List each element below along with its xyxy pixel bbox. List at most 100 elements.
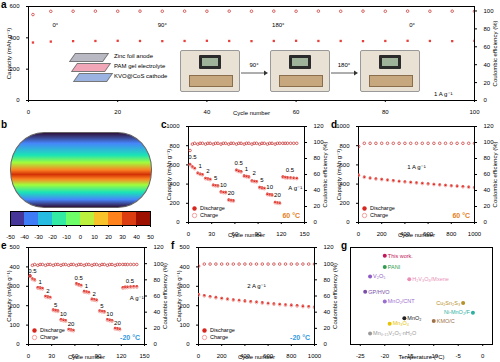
svg-text:Capacity (mAh g⁻¹): Capacity (mAh g⁻¹) bbox=[6, 28, 12, 80]
svg-text:80: 80 bbox=[484, 155, 491, 161]
svg-text:30: 30 bbox=[208, 231, 215, 237]
svg-text:0.5: 0.5 bbox=[126, 278, 135, 284]
svg-text:Capacity (mAh g⁻¹): Capacity (mAh g⁻¹) bbox=[166, 149, 172, 201]
svg-text:PANI: PANI bbox=[388, 264, 401, 270]
svg-text:1000: 1000 bbox=[166, 123, 180, 129]
svg-text:90°: 90° bbox=[158, 22, 168, 28]
svg-text:KMO/C: KMO/C bbox=[437, 318, 455, 324]
svg-text:2: 2 bbox=[206, 168, 210, 174]
svg-text:80: 80 bbox=[382, 109, 389, 115]
svg-text:200: 200 bbox=[217, 353, 228, 359]
svg-text:Capacity (mAh g⁻¹): Capacity (mAh g⁻¹) bbox=[336, 149, 342, 201]
svg-text:1 A g⁻¹: 1 A g⁻¹ bbox=[434, 91, 453, 97]
svg-text:0: 0 bbox=[27, 353, 31, 359]
svg-text:5: 5 bbox=[260, 177, 264, 183]
svg-text:120: 120 bbox=[154, 244, 165, 250]
svg-text:1: 1 bbox=[85, 283, 89, 289]
svg-text:800: 800 bbox=[446, 231, 457, 237]
svg-text:GP/HVO: GP/HVO bbox=[368, 289, 390, 295]
svg-text:80: 80 bbox=[484, 26, 491, 32]
svg-text:Coulombic efficiency (%): Coulombic efficiency (%) bbox=[332, 263, 338, 329]
svg-text:150: 150 bbox=[299, 231, 310, 237]
svg-text:Cu₂Sn₂S₃: Cu₂Sn₂S₃ bbox=[436, 300, 460, 306]
svg-text:30: 30 bbox=[48, 353, 55, 359]
svg-text:0.5: 0.5 bbox=[235, 160, 244, 166]
svg-text:0: 0 bbox=[187, 231, 191, 237]
svg-text:100: 100 bbox=[314, 139, 325, 145]
svg-text:400: 400 bbox=[9, 264, 20, 270]
svg-text:80: 80 bbox=[324, 277, 331, 283]
svg-text:Capacity (mAh g⁻¹): Capacity (mAh g⁻¹) bbox=[6, 270, 12, 322]
svg-text:0: 0 bbox=[27, 109, 31, 115]
svg-text:Coulombic efficiency (%): Coulombic efficiency (%) bbox=[492, 21, 498, 87]
svg-text:40: 40 bbox=[154, 309, 161, 315]
svg-text:100: 100 bbox=[179, 322, 190, 328]
svg-text:-25: -25 bbox=[356, 353, 365, 359]
svg-text:1 A g⁻¹: 1 A g⁻¹ bbox=[407, 164, 426, 170]
svg-text:10: 10 bbox=[220, 182, 227, 188]
svg-text:40: 40 bbox=[484, 62, 491, 68]
svg-text:Coulombic efficiency (%): Coulombic efficiency (%) bbox=[492, 142, 498, 208]
svg-text:MnO₂: MnO₂ bbox=[407, 315, 421, 321]
svg-text:100: 100 bbox=[469, 109, 480, 115]
svg-text:0.5: 0.5 bbox=[286, 167, 295, 173]
svg-text:800: 800 bbox=[339, 143, 350, 149]
svg-text:V₂O₅: V₂O₅ bbox=[373, 273, 385, 279]
svg-text:100: 100 bbox=[324, 261, 335, 267]
svg-text:1000: 1000 bbox=[308, 353, 322, 359]
svg-text:Coulombic efficiency (%): Coulombic efficiency (%) bbox=[162, 263, 168, 329]
svg-text:40: 40 bbox=[324, 309, 331, 315]
svg-text:0: 0 bbox=[324, 341, 328, 347]
svg-text:0: 0 bbox=[79, 234, 83, 240]
svg-text:0: 0 bbox=[346, 219, 350, 225]
svg-text:0: 0 bbox=[16, 97, 20, 103]
svg-text:20: 20 bbox=[484, 80, 491, 86]
svg-text:50: 50 bbox=[147, 234, 154, 240]
svg-text:100: 100 bbox=[154, 261, 165, 267]
svg-text:Temperature (°C): Temperature (°C) bbox=[398, 354, 444, 360]
svg-text:20: 20 bbox=[314, 203, 321, 209]
svg-text:40: 40 bbox=[484, 187, 491, 193]
svg-text:2: 2 bbox=[46, 288, 50, 294]
svg-text:0: 0 bbox=[176, 219, 180, 225]
svg-text:20: 20 bbox=[274, 192, 281, 198]
svg-text:500: 500 bbox=[9, 244, 20, 250]
svg-text:-10: -10 bbox=[62, 234, 71, 240]
svg-text:Cycle number: Cycle number bbox=[398, 232, 435, 238]
svg-text:20: 20 bbox=[154, 325, 161, 331]
svg-text:10: 10 bbox=[91, 234, 98, 240]
svg-text:0: 0 bbox=[197, 353, 201, 359]
svg-text:0.5: 0.5 bbox=[75, 275, 84, 281]
svg-text:Mn₃O₄: Mn₃O₄ bbox=[393, 320, 410, 326]
svg-text:Coulombic efficiency (%): Coulombic efficiency (%) bbox=[322, 142, 328, 208]
svg-text:500: 500 bbox=[179, 244, 190, 250]
svg-text:20: 20 bbox=[105, 234, 112, 240]
svg-text:30: 30 bbox=[119, 234, 126, 240]
svg-text:80: 80 bbox=[154, 277, 161, 283]
svg-text:-40: -40 bbox=[20, 234, 29, 240]
svg-text:0: 0 bbox=[481, 353, 485, 359]
svg-text:0°: 0° bbox=[409, 22, 415, 28]
svg-text:80: 80 bbox=[314, 155, 321, 161]
svg-text:0°: 0° bbox=[52, 22, 58, 28]
svg-text:-30: -30 bbox=[34, 234, 43, 240]
svg-text:5: 5 bbox=[100, 303, 104, 309]
svg-text:-20: -20 bbox=[380, 353, 389, 359]
svg-text:40: 40 bbox=[314, 187, 321, 193]
svg-text:600: 600 bbox=[9, 3, 20, 9]
svg-text:Cycle number: Cycle number bbox=[228, 232, 265, 238]
svg-text:0.5: 0.5 bbox=[28, 268, 37, 274]
svg-text:Cycle number: Cycle number bbox=[68, 354, 105, 360]
svg-text:-50: -50 bbox=[6, 234, 15, 240]
svg-text:2: 2 bbox=[93, 291, 97, 297]
svg-text:10: 10 bbox=[266, 184, 273, 190]
svg-text:150: 150 bbox=[139, 353, 150, 359]
svg-text:120: 120 bbox=[324, 244, 335, 250]
svg-text:100: 100 bbox=[484, 8, 495, 14]
svg-text:0: 0 bbox=[357, 231, 361, 237]
svg-text:-20: -20 bbox=[48, 234, 57, 240]
svg-text:Mn₀.₁₅V₂O₅·nH₂O: Mn₀.₁₅V₂O₅·nH₂O bbox=[373, 330, 417, 336]
svg-text:800: 800 bbox=[169, 143, 180, 149]
svg-text:1: 1 bbox=[198, 163, 202, 169]
svg-text:400: 400 bbox=[179, 264, 190, 270]
